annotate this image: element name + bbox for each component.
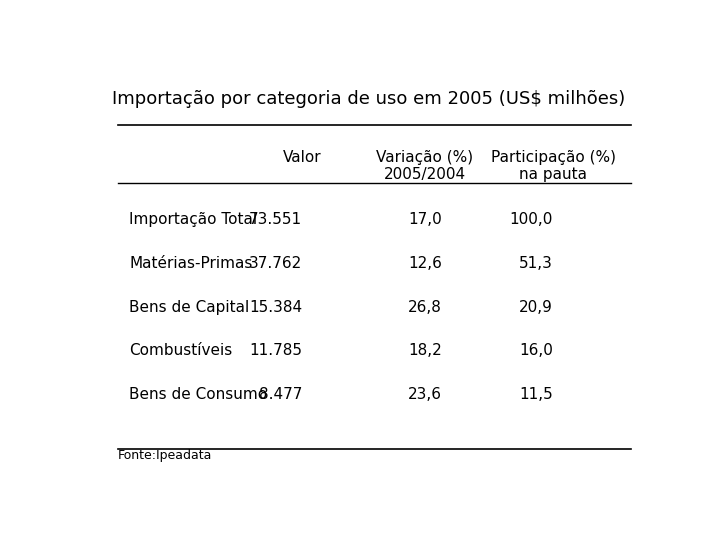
Text: 73.551: 73.551 <box>249 212 302 227</box>
Text: Participação (%)
na pauta: Participação (%) na pauta <box>490 150 616 183</box>
Text: 51,3: 51,3 <box>519 256 553 271</box>
Text: Bens de Consumo: Bens de Consumo <box>129 387 267 402</box>
Text: Fonte:Ipeadata: Fonte:Ipeadata <box>118 449 212 462</box>
Text: Valor: Valor <box>283 150 321 165</box>
Text: 11,5: 11,5 <box>519 387 553 402</box>
Text: 20,9: 20,9 <box>519 300 553 315</box>
Text: Combustíveis: Combustíveis <box>129 343 233 359</box>
Text: 12,6: 12,6 <box>408 256 442 271</box>
Text: 26,8: 26,8 <box>408 300 442 315</box>
Text: 23,6: 23,6 <box>408 387 442 402</box>
Text: 8.477: 8.477 <box>258 387 302 402</box>
Text: Matérias-Primas: Matérias-Primas <box>129 256 253 271</box>
Text: 16,0: 16,0 <box>519 343 553 359</box>
Text: 11.785: 11.785 <box>249 343 302 359</box>
Text: Importação por categoria de uso em 2005 (US$ milhões): Importação por categoria de uso em 2005 … <box>112 90 626 108</box>
Text: Importação Total: Importação Total <box>129 212 257 227</box>
Text: 15.384: 15.384 <box>249 300 302 315</box>
Text: 100,0: 100,0 <box>510 212 553 227</box>
Text: Variação (%)
2005/2004: Variação (%) 2005/2004 <box>377 150 473 183</box>
Text: 17,0: 17,0 <box>408 212 441 227</box>
Text: 37.762: 37.762 <box>249 256 302 271</box>
Text: Bens de Capital: Bens de Capital <box>129 300 249 315</box>
Text: 18,2: 18,2 <box>408 343 441 359</box>
